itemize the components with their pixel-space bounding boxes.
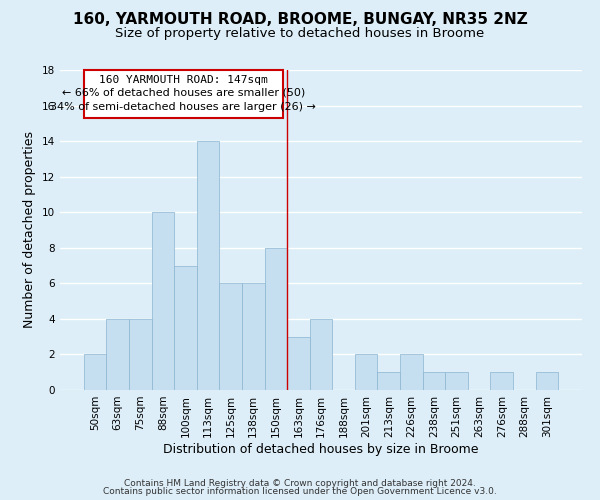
Bar xyxy=(84,354,106,390)
Bar xyxy=(310,319,332,390)
Bar xyxy=(174,266,197,390)
Y-axis label: Number of detached properties: Number of detached properties xyxy=(23,132,37,328)
Text: Size of property relative to detached houses in Broome: Size of property relative to detached ho… xyxy=(115,28,485,40)
FancyBboxPatch shape xyxy=(84,70,283,118)
Bar xyxy=(400,354,422,390)
Bar xyxy=(445,372,468,390)
Bar xyxy=(242,284,265,390)
Text: Contains public sector information licensed under the Open Government Licence v3: Contains public sector information licen… xyxy=(103,487,497,496)
Bar xyxy=(287,336,310,390)
Bar xyxy=(355,354,377,390)
Text: Contains HM Land Registry data © Crown copyright and database right 2024.: Contains HM Land Registry data © Crown c… xyxy=(124,478,476,488)
Bar xyxy=(197,141,220,390)
Bar xyxy=(106,319,129,390)
Bar xyxy=(129,319,152,390)
Text: 34% of semi-detached houses are larger (26) →: 34% of semi-detached houses are larger (… xyxy=(50,102,316,112)
Bar xyxy=(377,372,400,390)
Text: ← 66% of detached houses are smaller (50): ← 66% of detached houses are smaller (50… xyxy=(62,88,305,98)
Text: 160, YARMOUTH ROAD, BROOME, BUNGAY, NR35 2NZ: 160, YARMOUTH ROAD, BROOME, BUNGAY, NR35… xyxy=(73,12,527,28)
Bar xyxy=(265,248,287,390)
X-axis label: Distribution of detached houses by size in Broome: Distribution of detached houses by size … xyxy=(163,442,479,456)
Bar xyxy=(490,372,513,390)
Bar xyxy=(422,372,445,390)
Bar xyxy=(536,372,558,390)
Bar xyxy=(152,212,174,390)
Text: 160 YARMOUTH ROAD: 147sqm: 160 YARMOUTH ROAD: 147sqm xyxy=(99,75,268,85)
Bar xyxy=(220,284,242,390)
